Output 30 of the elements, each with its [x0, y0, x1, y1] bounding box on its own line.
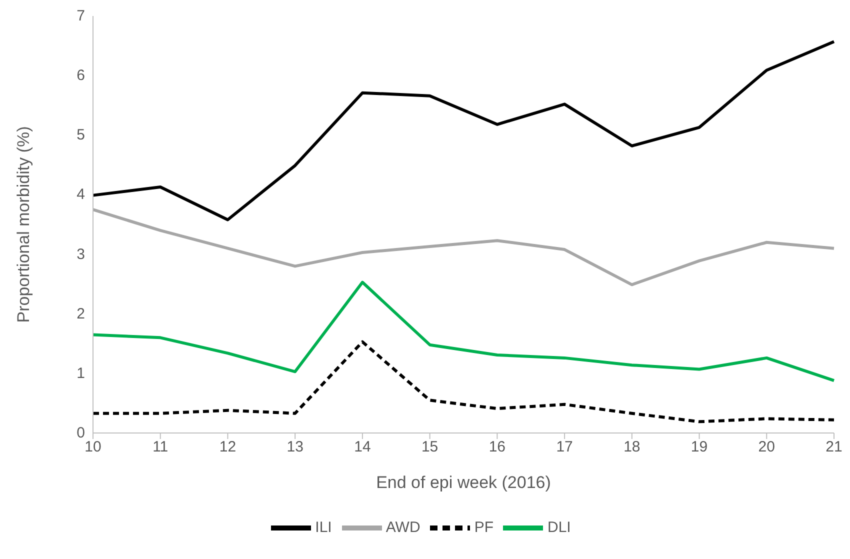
y-axis-title: Proportional morbidity (%): [14, 126, 34, 323]
x-axis-title: End of epi week (2016): [376, 473, 551, 492]
x-tick-label: 17: [556, 438, 573, 456]
x-tick-label: 18: [624, 438, 640, 456]
legend-label: ILI: [315, 518, 332, 536]
line-series: [92, 280, 836, 382]
x-tick-label: 15: [421, 438, 438, 456]
y-tick-label: 5: [76, 126, 85, 144]
y-tick-label: 6: [76, 67, 85, 84]
x-tick-label: 10: [84, 438, 102, 456]
legend-label: AWD: [386, 518, 420, 536]
x-tick-label: 13: [286, 438, 304, 456]
x-tick-label: 16: [488, 438, 506, 456]
y-tick-label: 3: [76, 246, 85, 263]
line-series: [92, 208, 836, 286]
x-tick-label: 14: [354, 438, 371, 456]
y-tick-label: 2: [76, 305, 85, 322]
x-tick-label: 12: [219, 438, 236, 456]
y-tick-label: 0: [76, 424, 85, 442]
x-tick-label: 21: [826, 438, 842, 456]
y-tick-label: 1: [76, 364, 85, 382]
y-tick-label: 4: [76, 186, 85, 204]
legend-label: DLI: [547, 518, 571, 536]
x-tick-label: 19: [690, 438, 708, 456]
x-tick-label: 11: [152, 438, 168, 456]
line-series: [92, 340, 836, 424]
x-tick-label: 20: [758, 438, 775, 456]
y-tick-label: 7: [76, 8, 85, 24]
line-series: [92, 40, 836, 222]
legend-label: PF: [474, 518, 494, 536]
